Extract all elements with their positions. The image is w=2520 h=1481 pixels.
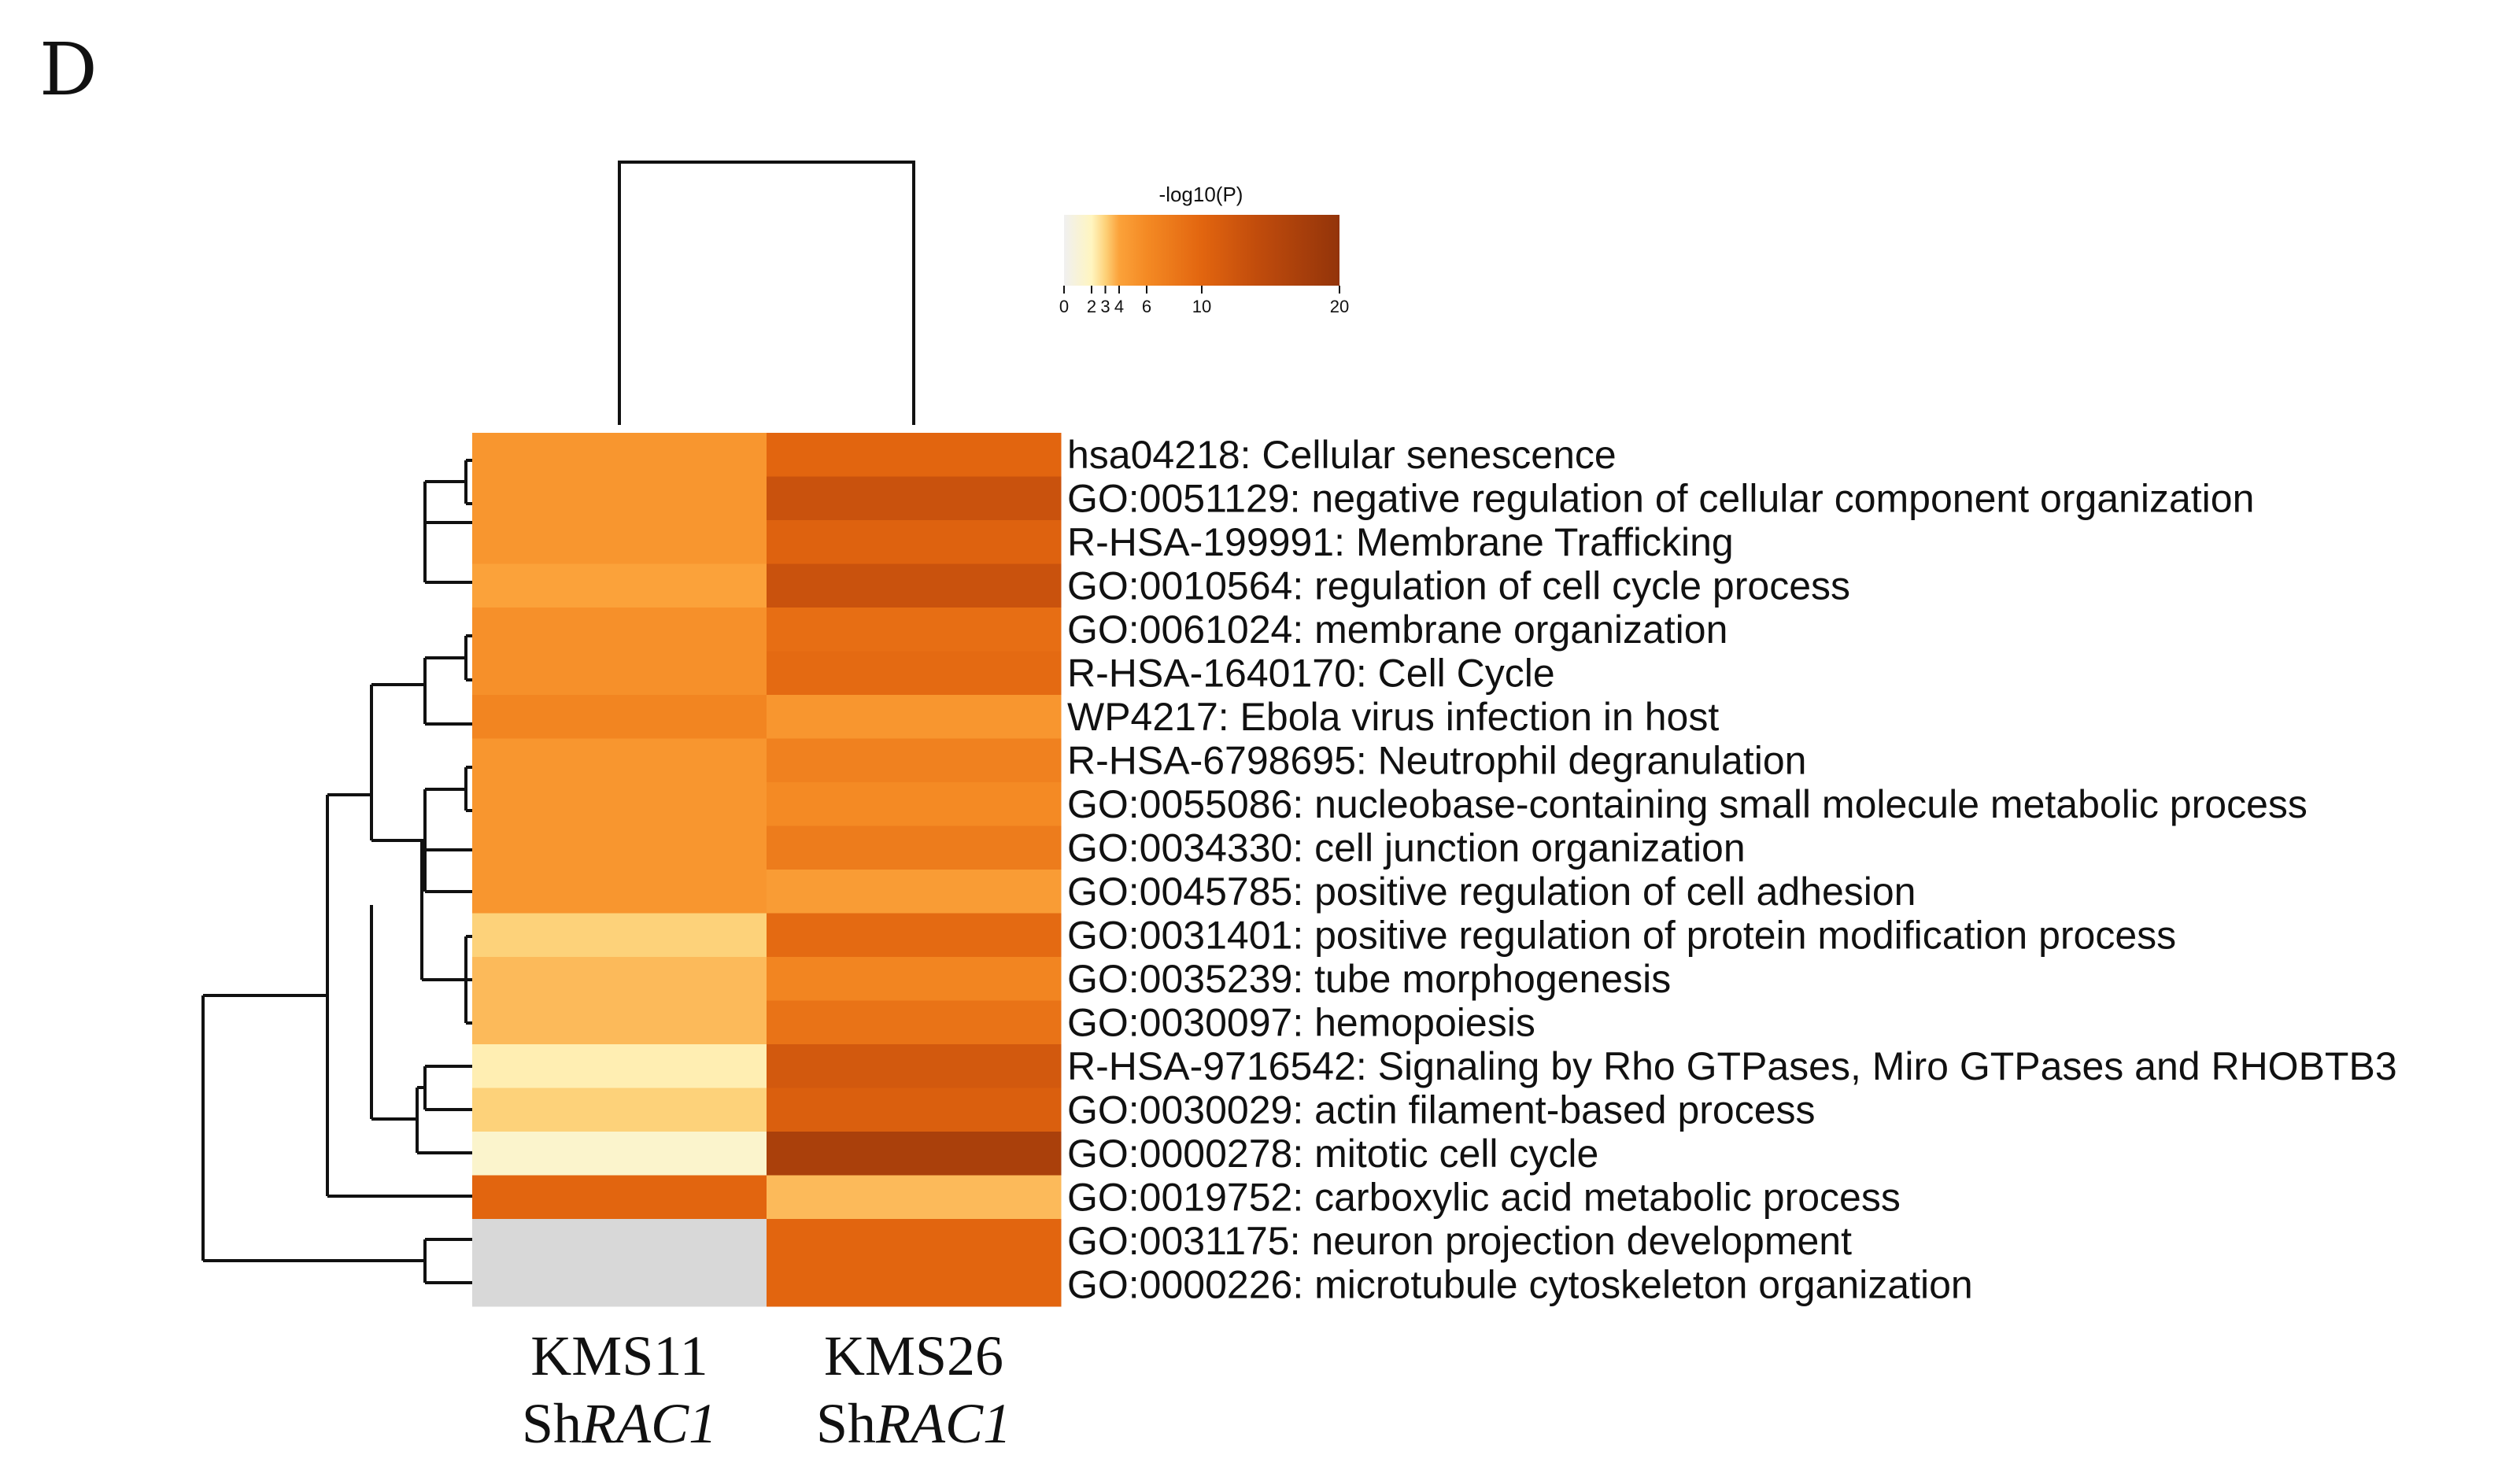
heatmap-cell	[472, 1000, 767, 1045]
row-label: GO:0051129: negative regulation of cellu…	[1067, 476, 2254, 520]
heatmap-cell	[472, 913, 767, 958]
row-label: GO:0035239: tube morphogenesis	[1067, 957, 1671, 1001]
heatmap-cell	[472, 1132, 767, 1176]
heatmap-cell	[472, 825, 767, 870]
legend-tick-label: 2	[1087, 297, 1096, 316]
heatmap-cell	[767, 870, 1062, 914]
column-labels: KMS11 ShRAC1 KMS26 ShRAC1	[522, 1324, 1011, 1455]
heatmap-cell	[472, 870, 767, 914]
heatmap-cell	[472, 1262, 767, 1307]
row-label: GO:0031401: positive regulation of prote…	[1067, 913, 2176, 957]
heatmap-cell	[472, 695, 767, 739]
heatmap-cell	[767, 1175, 1062, 1220]
row-label: GO:0010564: regulation of cell cycle pro…	[1067, 563, 1850, 608]
heatmap-cells	[472, 433, 1062, 1307]
panel-label: D	[39, 28, 98, 112]
heatmap-cell	[472, 738, 767, 783]
heatmap-cell	[472, 1175, 767, 1220]
heatmap-cell	[472, 1044, 767, 1088]
heatmap-cell	[767, 1044, 1062, 1088]
row-label: R-HSA-1640170: Cell Cycle	[1067, 651, 1555, 695]
row-label: GO:0061024: membrane organization	[1067, 608, 1727, 652]
row-label: hsa04218: Cellular senescence	[1067, 433, 1617, 477]
column-sublabel-kms26: ShRAC1	[816, 1392, 1011, 1455]
row-label: WP4217: Ebola virus infection in host	[1067, 695, 1719, 739]
heatmap-cell	[767, 957, 1062, 1001]
heatmap-cell	[767, 825, 1062, 870]
column-sublabel-gene: RAC1	[581, 1392, 717, 1455]
row-label: R-HSA-199991: Membrane Trafficking	[1067, 520, 1734, 564]
heatmap-cell	[472, 520, 767, 564]
row-label: GO:0055086: nucleobase-containing small …	[1067, 782, 2308, 826]
column-sublabel-prefix: Sh	[816, 1392, 876, 1455]
row-label: R-HSA-9716542: Signaling by Rho GTPases,…	[1067, 1044, 2397, 1088]
row-label: GO:0019752: carboxylic acid metabolic pr…	[1067, 1175, 1901, 1219]
column-label-kms26: KMS26	[824, 1324, 1003, 1387]
legend-tick-label: 3	[1100, 297, 1110, 316]
row-dendrogram-branch	[201, 459, 472, 1284]
row-label: GO:0000226: microtubule cytoskeleton org…	[1067, 1262, 1973, 1306]
column-label-kms11: KMS11	[530, 1324, 708, 1387]
row-label: GO:0031175: neuron projection developmen…	[1067, 1219, 1852, 1263]
heatmap-cell	[472, 1088, 767, 1132]
heatmap-cell	[472, 608, 767, 652]
legend-tick-label: 0	[1059, 297, 1069, 316]
row-label: GO:0000278: mitotic cell cycle	[1067, 1132, 1598, 1176]
column-dendrogram	[618, 161, 915, 425]
column-sublabel-kms11: ShRAC1	[522, 1392, 717, 1455]
heatmap-cell	[472, 433, 767, 477]
heatmap-cell	[767, 608, 1062, 652]
heatmap-cell	[767, 476, 1062, 521]
legend-ticks: 0 2 3 4 6 10 20	[1059, 286, 1349, 316]
heatmap-cell	[767, 782, 1062, 826]
legend-title: -log10(P)	[1159, 183, 1243, 206]
heatmap-cell	[472, 1219, 767, 1263]
color-legend: -log10(P) 0 2 3 4 6 10 20	[1059, 183, 1349, 316]
heatmap-cell	[767, 1262, 1062, 1307]
heatmap-cell	[472, 782, 767, 826]
heatmap-cell	[767, 563, 1062, 608]
heatmap-cell	[767, 695, 1062, 739]
heatmap-cell	[472, 651, 767, 696]
legend-color-bar	[1064, 215, 1339, 286]
legend-tick-label: 6	[1142, 297, 1151, 316]
row-label: R-HSA-6798695: Neutrophil degranulation	[1067, 738, 1806, 782]
heatmap-cell	[767, 1088, 1062, 1132]
heatmap-cell	[767, 1219, 1062, 1263]
heatmap-cell	[767, 1000, 1062, 1045]
row-label: GO:0045785: positive regulation of cell …	[1067, 870, 1916, 914]
heatmap-cell	[767, 738, 1062, 783]
column-dendrogram-branch	[618, 161, 915, 425]
legend-tick-label: 10	[1192, 297, 1211, 316]
heatmap-cell	[472, 476, 767, 521]
row-label: GO:0034330: cell junction organization	[1067, 825, 1746, 870]
row-label: GO:0030029: actin filament-based process	[1067, 1088, 1816, 1132]
heatmap-cell	[767, 520, 1062, 564]
heatmap-cell	[472, 957, 767, 1001]
column-sublabel-gene: RAC1	[875, 1392, 1011, 1455]
legend-tick-label: 4	[1114, 297, 1124, 316]
row-labels: hsa04218: Cellular senescenceGO:0051129:…	[1067, 433, 2397, 1307]
heatmap-cell	[767, 913, 1062, 958]
heatmap-cell	[472, 563, 767, 608]
legend-tick-label: 20	[1330, 297, 1349, 316]
heatmap-cell	[767, 433, 1062, 477]
row-dendrogram	[201, 459, 472, 1284]
heatmap-cell	[767, 651, 1062, 696]
heatmap-cell	[767, 1132, 1062, 1176]
row-label: GO:0030097: hemopoiesis	[1067, 1000, 1535, 1044]
column-sublabel-prefix: Sh	[522, 1392, 582, 1455]
